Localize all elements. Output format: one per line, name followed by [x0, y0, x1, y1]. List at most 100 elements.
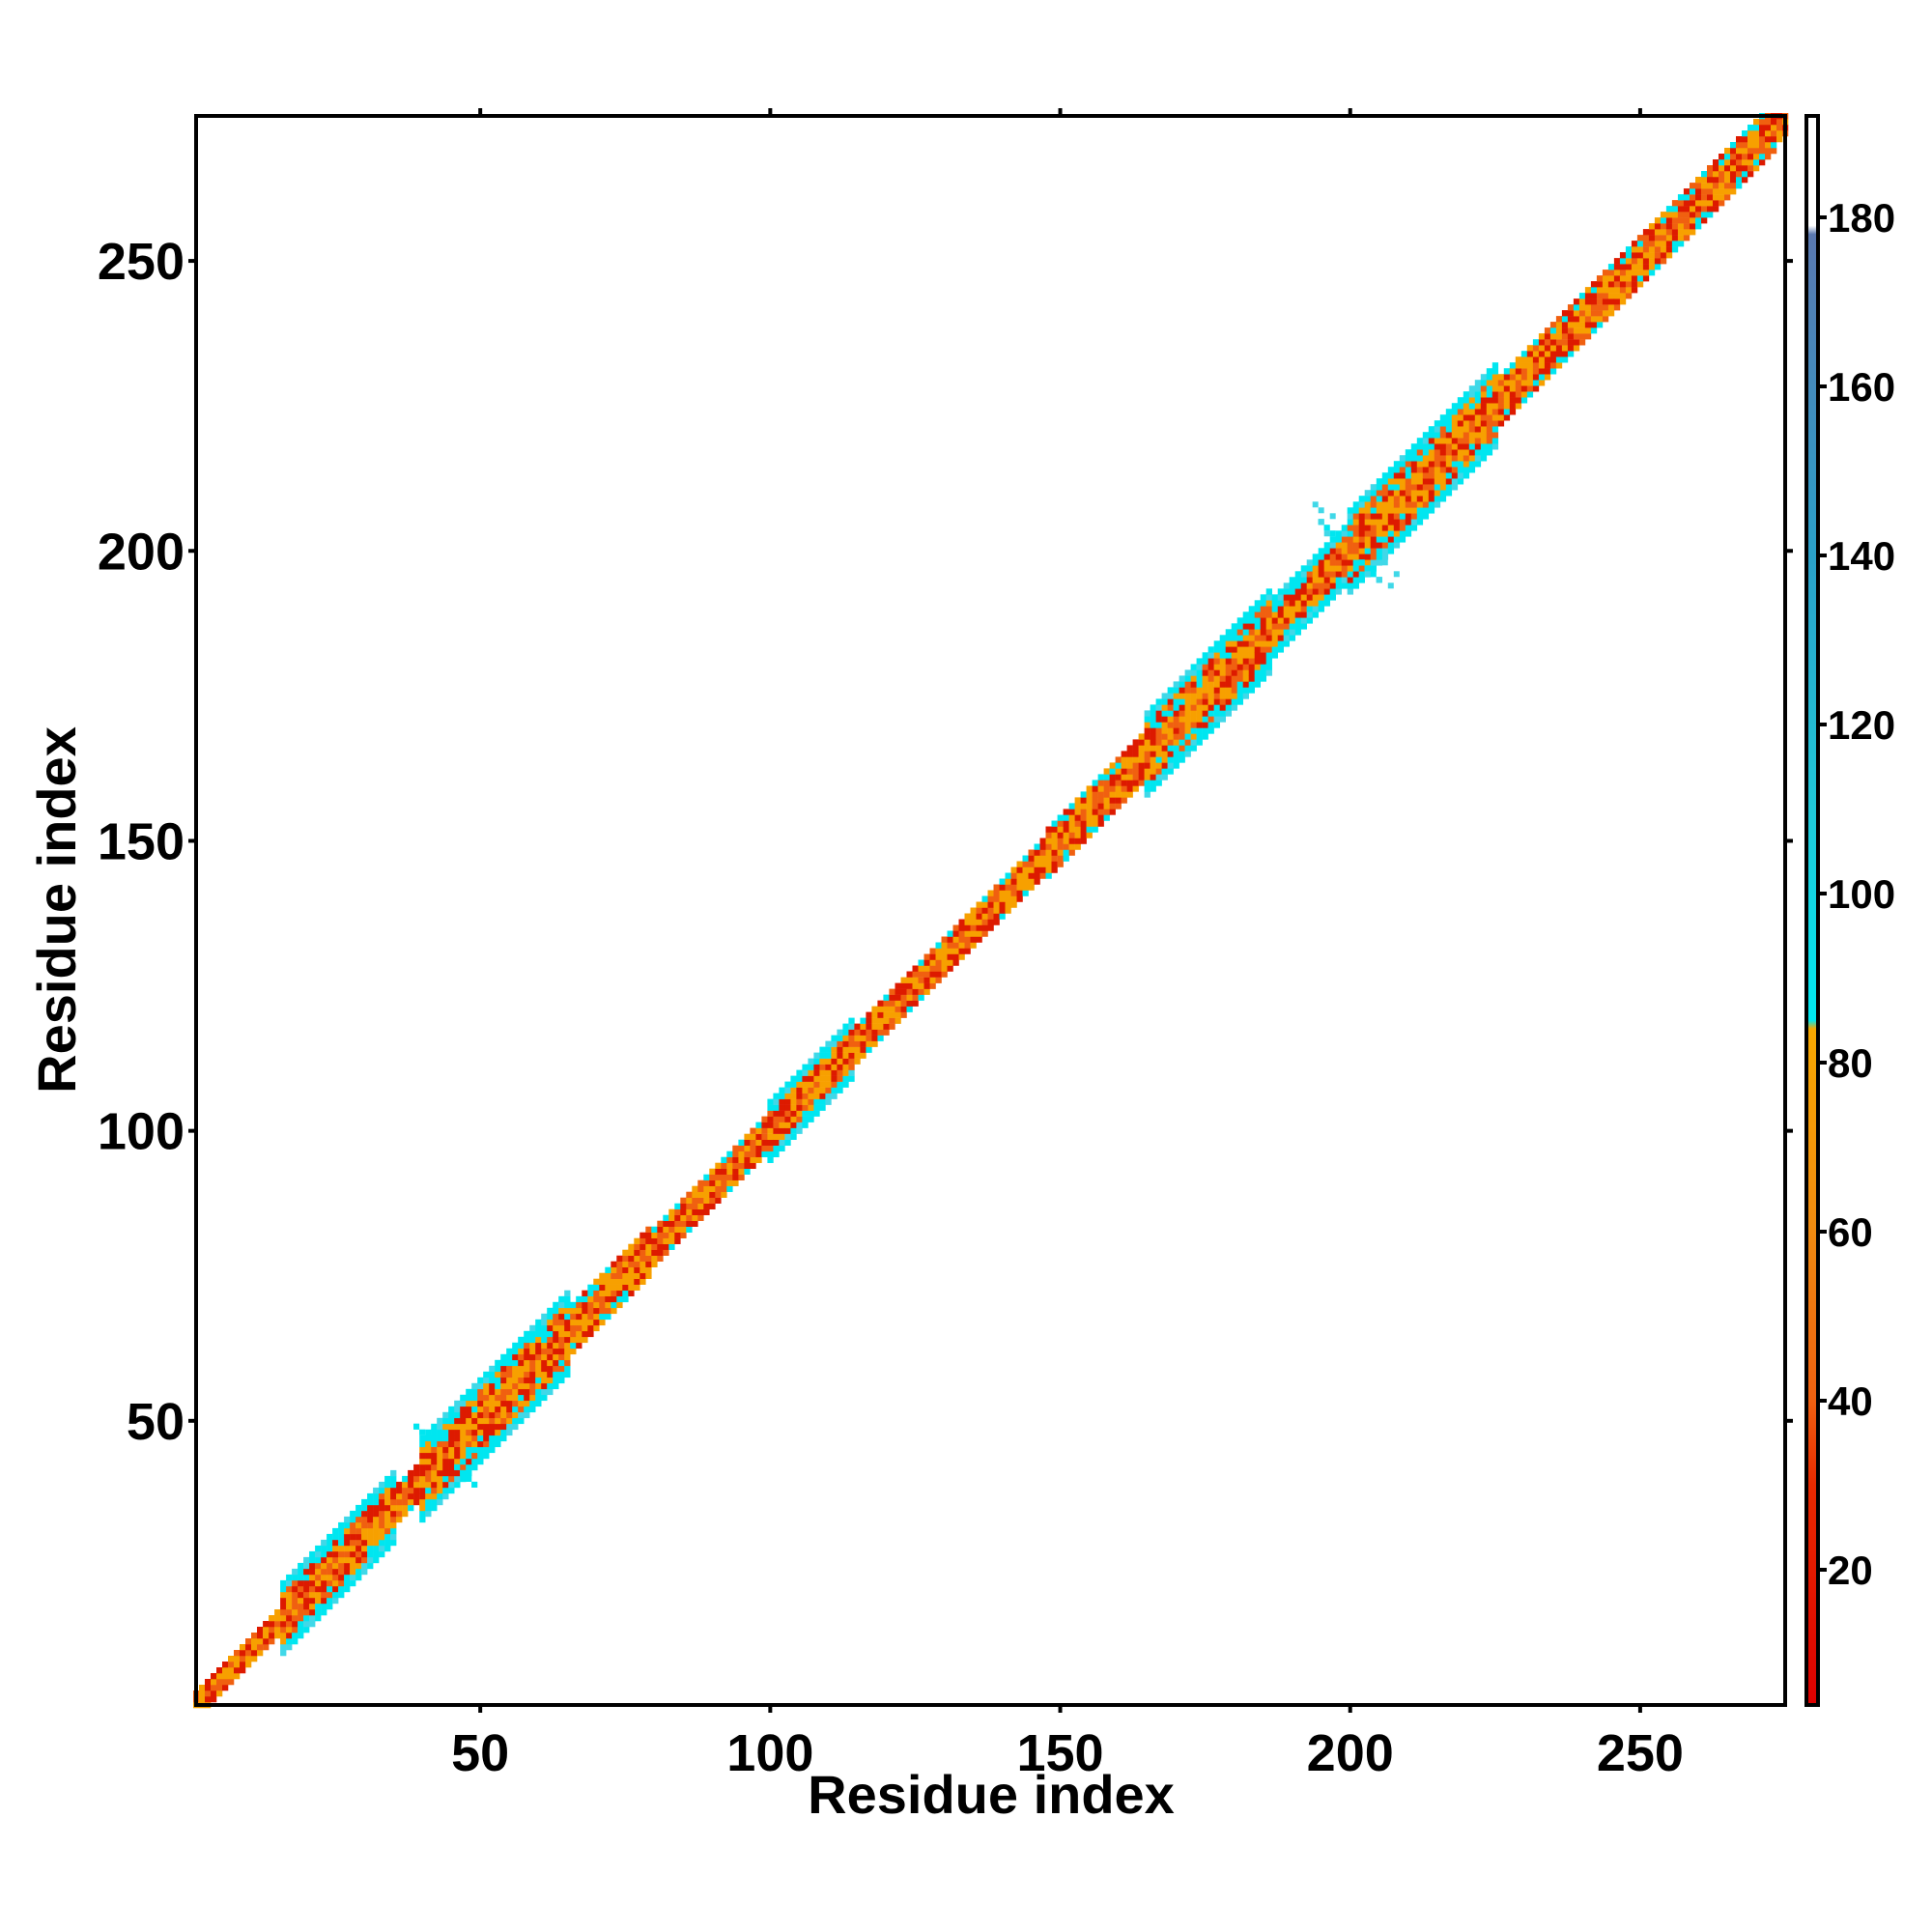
heatmap-cell	[1742, 177, 1748, 184]
heatmap-cell	[663, 1243, 669, 1250]
heatmap-cell	[1376, 519, 1383, 526]
heatmap-cell	[332, 1539, 339, 1547]
heatmap-cell	[500, 1353, 507, 1361]
heatmap-cell	[1439, 461, 1447, 468]
heatmap-cell	[350, 1516, 356, 1523]
heatmap-cell	[1648, 258, 1656, 265]
heatmap-cell	[1242, 664, 1249, 670]
heatmap-cell	[1428, 478, 1435, 485]
heatmap-cell	[1358, 530, 1365, 537]
heatmap-cell	[390, 1516, 397, 1523]
heatmap-cell	[784, 1104, 791, 1111]
heatmap-cell	[1161, 716, 1168, 723]
heatmap-cell	[639, 1255, 646, 1262]
heatmap-cell	[941, 965, 948, 972]
heatmap-cell	[981, 924, 988, 931]
heatmap-cell	[1416, 443, 1424, 450]
heatmap-cell	[761, 1127, 768, 1134]
heatmap-cell	[1138, 739, 1145, 746]
heatmap-cell	[1289, 623, 1295, 630]
heatmap-cell	[1167, 745, 1174, 752]
heatmap-cell	[1150, 785, 1156, 792]
heatmap-cell	[1248, 617, 1255, 624]
heatmap-cell	[663, 1220, 669, 1227]
heatmap-cell	[1300, 582, 1307, 589]
heatmap-cell	[1480, 438, 1488, 444]
heatmap-cell	[1503, 397, 1511, 404]
heatmap-cell	[344, 1533, 351, 1541]
heatmap-cell	[692, 1197, 698, 1204]
heatmap-cell	[1381, 530, 1389, 537]
heatmap-cell	[1057, 838, 1064, 844]
heatmap-cell	[923, 959, 930, 966]
heatmap-cell	[1486, 374, 1493, 381]
heatmap-cell	[1584, 298, 1592, 305]
heatmap-cell	[512, 1382, 519, 1390]
heatmap-cell	[1277, 635, 1284, 641]
heatmap-cell	[466, 1446, 472, 1454]
heatmap-cell	[1405, 490, 1412, 497]
heatmap-cell	[842, 1029, 849, 1036]
heatmap-cell	[784, 1087, 791, 1094]
heatmap-cell	[1167, 722, 1174, 728]
heatmap-cell	[825, 1069, 832, 1076]
heatmap-cell	[582, 1301, 588, 1309]
heatmap-cell	[1173, 751, 1179, 757]
heatmap-cell	[1323, 600, 1330, 607]
heatmap-cell	[298, 1597, 304, 1605]
heatmap-cell	[564, 1290, 571, 1296]
heatmap-cell	[1358, 577, 1365, 583]
heatmap-cell	[1753, 165, 1760, 172]
heatmap-cell	[1254, 606, 1261, 612]
heatmap-cell	[645, 1237, 652, 1244]
heatmap-cell	[1347, 542, 1353, 549]
heatmap-cell	[1776, 136, 1783, 143]
heatmap-cell	[819, 1087, 826, 1094]
heatmap-cell	[460, 1458, 467, 1465]
heatmap-cell	[802, 1122, 809, 1128]
heatmap-cell	[1248, 646, 1255, 653]
heatmap-cell	[558, 1319, 565, 1326]
heatmap-cell	[1103, 791, 1110, 798]
heatmap-cell	[1150, 727, 1156, 734]
heatmap-cell	[1242, 675, 1249, 682]
heatmap-cell	[1248, 611, 1255, 618]
heatmap-cell	[773, 1145, 780, 1151]
heatmap-cell	[483, 1446, 490, 1454]
heatmap-cell	[1358, 571, 1365, 578]
heatmap-cell	[1497, 391, 1505, 398]
heatmap-cell	[350, 1568, 356, 1576]
heatmap-cell	[1399, 455, 1406, 462]
heatmap-cell	[1231, 629, 1237, 636]
heatmap-cell	[298, 1568, 304, 1576]
plot-frame	[194, 114, 1787, 1707]
heatmap-cell	[1724, 165, 1731, 172]
heatmap-cell	[1503, 391, 1511, 398]
heatmap-cell	[715, 1168, 722, 1175]
heatmap-cell	[1468, 414, 1476, 421]
heatmap-cell	[1636, 246, 1644, 253]
heatmap-cell	[1590, 327, 1598, 334]
heatmap-cell	[877, 1011, 884, 1018]
heatmap-cell	[697, 1185, 704, 1192]
heatmap-cell	[1121, 762, 1127, 769]
heatmap-cell	[1619, 293, 1627, 299]
heatmap-cell	[1236, 669, 1243, 676]
heatmap-cell	[923, 953, 930, 960]
heatmap-cell	[1625, 246, 1633, 253]
heatmap-cell	[1707, 212, 1714, 218]
heatmap-cell	[1028, 867, 1035, 873]
heatmap-cell	[1289, 600, 1295, 607]
heatmap-cell	[935, 948, 942, 954]
heatmap-cell	[1271, 611, 1278, 618]
heatmap-cell	[518, 1359, 525, 1367]
heatmap-cell	[1150, 716, 1156, 723]
heatmap-cell	[419, 1487, 426, 1494]
heatmap-cell	[1503, 414, 1511, 421]
heatmap-cell	[1486, 368, 1493, 375]
heatmap-cell	[240, 1650, 246, 1657]
heatmap-cell	[1463, 403, 1470, 410]
heatmap-cell	[1306, 559, 1313, 566]
heatmap-cell	[495, 1359, 501, 1367]
heatmap-cell	[1590, 293, 1598, 299]
